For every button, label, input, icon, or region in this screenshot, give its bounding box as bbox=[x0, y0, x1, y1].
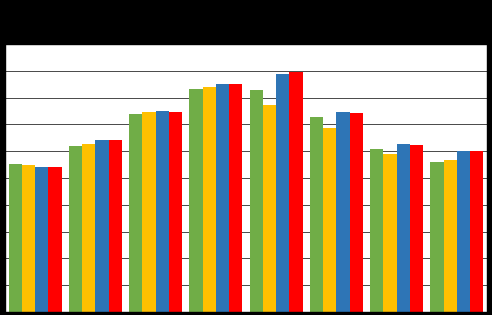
Bar bbox=[35, 167, 48, 312]
Bar bbox=[155, 111, 169, 312]
Bar bbox=[397, 144, 410, 312]
Bar bbox=[310, 117, 323, 312]
Bar bbox=[276, 74, 289, 312]
Bar bbox=[337, 112, 350, 312]
Bar bbox=[109, 140, 122, 312]
Bar bbox=[22, 165, 35, 312]
Bar bbox=[189, 89, 203, 312]
Bar bbox=[229, 84, 243, 312]
Bar bbox=[444, 160, 457, 312]
Bar bbox=[249, 90, 263, 312]
Bar bbox=[169, 112, 182, 312]
Bar bbox=[142, 112, 155, 312]
Bar bbox=[82, 144, 95, 312]
Bar bbox=[410, 145, 423, 312]
Bar bbox=[289, 72, 303, 312]
Bar bbox=[48, 167, 62, 312]
Bar bbox=[457, 151, 470, 312]
Bar bbox=[8, 164, 22, 312]
Bar bbox=[470, 151, 484, 312]
Bar bbox=[69, 146, 82, 312]
Bar bbox=[370, 149, 383, 312]
Bar bbox=[263, 105, 276, 312]
Bar bbox=[323, 128, 337, 312]
Bar bbox=[350, 113, 363, 312]
Bar bbox=[383, 154, 397, 312]
Bar bbox=[203, 87, 216, 312]
Bar bbox=[430, 162, 444, 312]
Bar bbox=[129, 114, 142, 312]
Bar bbox=[216, 84, 229, 312]
Bar bbox=[95, 140, 109, 312]
